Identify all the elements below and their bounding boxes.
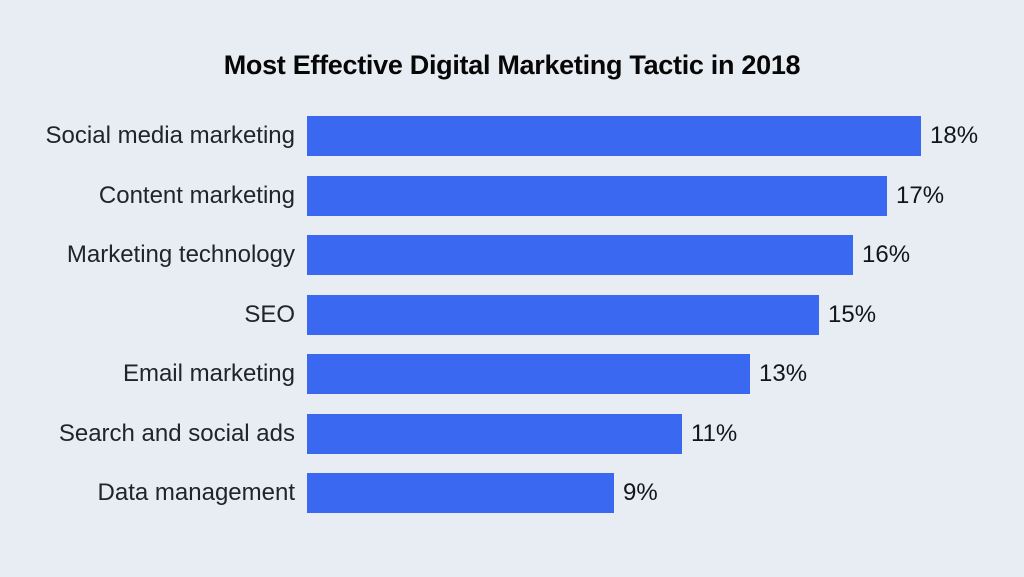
chart-row: Search and social ads 11%: [0, 413, 1024, 454]
value-label: 15%: [828, 300, 877, 328]
value-label: 16%: [862, 241, 911, 268]
bar: [307, 294, 819, 335]
bar-track: 17%: [307, 175, 1024, 216]
chart-row: Marketing technology 16%: [0, 235, 1024, 275]
category-label: SEO: [244, 300, 295, 328]
value-label: 11%: [691, 419, 738, 447]
category-label: Email marketing: [122, 360, 295, 387]
bar-track: 16%: [307, 235, 1024, 275]
bar-track: 9%: [307, 473, 1024, 513]
bar: [307, 235, 853, 275]
value-label: 17%: [896, 181, 945, 209]
bar-track: 11%: [307, 413, 1024, 454]
bar-track: 15%: [307, 294, 1024, 335]
chart-title: Most Effective Digital Marketing Tactic …: [223, 50, 801, 80]
value-label: 9%: [623, 479, 658, 506]
bar: [307, 413, 682, 454]
bar: [307, 354, 750, 394]
bar: [307, 175, 887, 216]
bar-track: 13%: [307, 354, 1024, 394]
chart-row: Content marketing 17%: [0, 175, 1024, 216]
category-label: Content marketing: [98, 181, 295, 209]
bar-chart: Social media marketing 18% Content marke…: [0, 116, 1024, 533]
category-label: Data management: [97, 479, 295, 506]
chart-row: SEO 15%: [0, 294, 1024, 335]
category-label: Search and social ads: [58, 419, 295, 447]
value-label: 13%: [759, 360, 808, 387]
category-label: Marketing technology: [66, 241, 295, 268]
category-label: Social media marketing: [45, 122, 295, 149]
bar: [307, 116, 921, 156]
chart-row: Email marketing 13%: [0, 354, 1024, 394]
chart-row: Social media marketing 18%: [0, 116, 1024, 156]
chart-row: Data management 9%: [0, 473, 1024, 513]
bar-track: 18%: [307, 116, 1024, 156]
bar: [307, 473, 614, 513]
value-label: 18%: [930, 122, 979, 149]
